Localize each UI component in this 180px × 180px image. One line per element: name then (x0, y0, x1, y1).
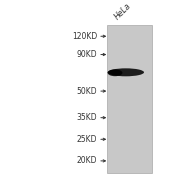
Ellipse shape (108, 69, 122, 76)
Text: 120KD: 120KD (72, 32, 97, 41)
Text: 90KD: 90KD (76, 50, 97, 59)
Text: 25KD: 25KD (77, 135, 97, 144)
Text: HeLa: HeLa (112, 1, 132, 21)
Text: 50KD: 50KD (76, 87, 97, 96)
Text: 20KD: 20KD (77, 156, 97, 165)
FancyBboxPatch shape (107, 25, 152, 173)
Ellipse shape (108, 68, 144, 76)
Text: 35KD: 35KD (76, 113, 97, 122)
